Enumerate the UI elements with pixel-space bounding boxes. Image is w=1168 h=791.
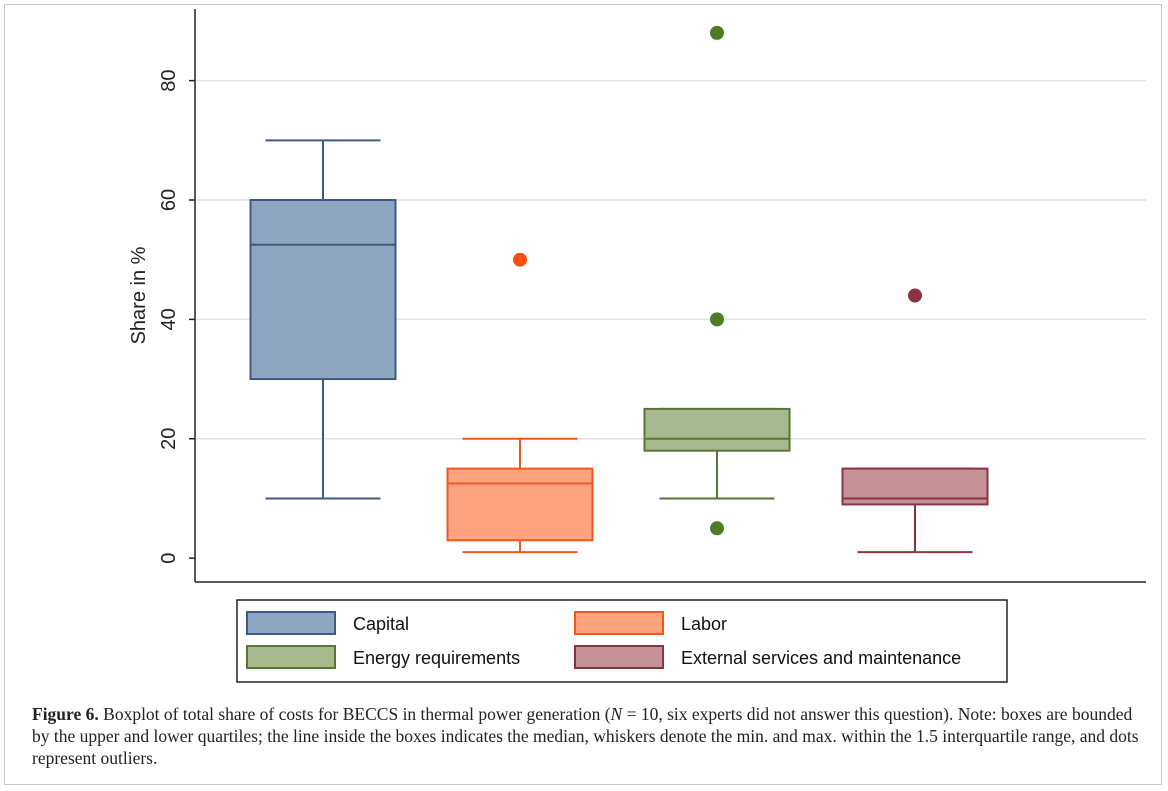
legend-swatch [246,645,336,669]
outlier-point [710,312,724,327]
legend-label: External services and maintenance [681,648,961,668]
y-tick-label: 60 [158,189,180,211]
caption-label: Figure 6. [32,704,99,724]
y-tick-label: 80 [158,70,180,92]
iqr-box [249,199,397,381]
y-tick-label: 20 [158,428,180,450]
y-axis-title: Share in % [128,246,150,344]
box-capital [249,139,397,500]
boxplot-chart: 0 20 40 60 80 Share in % Capital Labor Energy r… [128,9,1146,683]
outlier-point [513,252,527,267]
outlier-point [710,25,724,40]
box-energy-requirements [643,25,791,536]
y-tick-label: 0 [158,553,180,564]
legend-label: Capital [353,614,409,634]
caption-n-value: = 10, six experts did not answer this qu… [32,704,1139,768]
legend: Capital Labor Energy requirements External … [236,599,1008,683]
caption-n-symbol: N [610,704,623,724]
y-tick-label: 40 [158,308,180,330]
iqr-box [643,407,791,452]
figure-caption: Figure 6. Boxplot of total share of cost… [32,703,1152,769]
legend-swatch [246,611,336,635]
legend-label: Labor [681,614,727,634]
box-series [249,25,989,554]
axes: 0 20 40 60 80 Share in % [128,9,1146,583]
box-external-services-and-maintenance [841,288,989,554]
legend-swatch [574,645,664,669]
outlier-point [908,288,922,303]
legend-swatch [574,611,664,635]
legend-label: Energy requirements [353,648,520,668]
iqr-box [446,467,594,542]
caption-text-before-n: Boxplot of total share of costs for BECC… [98,704,611,724]
box-labor [446,252,594,554]
figure-frame: 0 20 40 60 80 Share in % Capital Labor Energy r… [4,4,1162,785]
outlier-point [710,521,724,536]
